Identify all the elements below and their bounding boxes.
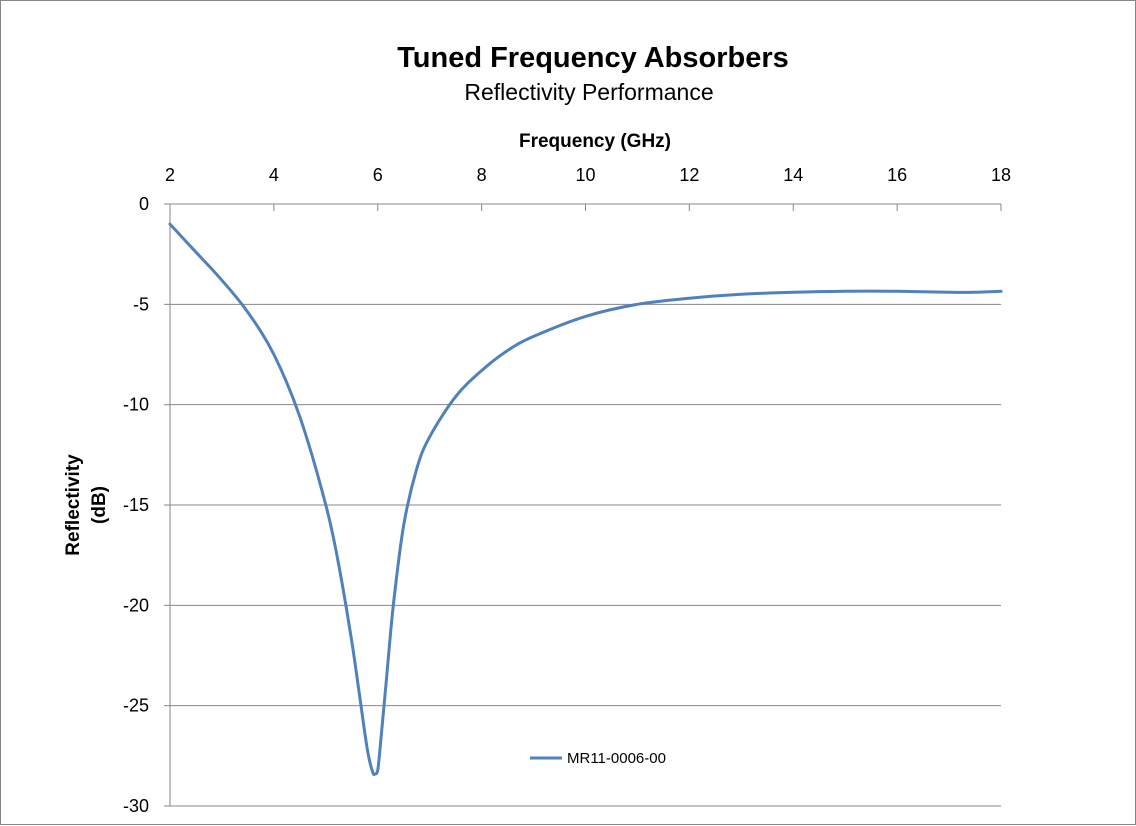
x-axis xyxy=(164,203,1002,807)
gridlines xyxy=(170,303,1001,807)
x-tick-label: 2 xyxy=(165,165,175,185)
y-tick-label: -5 xyxy=(133,294,149,314)
x-tick-label: 14 xyxy=(783,165,803,185)
y-tick-label: -30 xyxy=(123,796,149,816)
y-axis-title-line-2: (dB) xyxy=(89,486,110,524)
y-tick-label: 0 xyxy=(139,194,149,214)
x-tick-label: 10 xyxy=(575,165,595,185)
legend: MR11-0006-00 xyxy=(530,750,666,767)
y-tick-labels: 0 -5 -10 -15 -20 -25 -30 xyxy=(123,194,149,816)
x-tick-label: 18 xyxy=(991,165,1011,185)
chart-subtitle: Reflectivity Performance xyxy=(464,79,713,105)
chart-title: Tuned Frequency Absorbers xyxy=(397,42,789,74)
y-tick-label: -25 xyxy=(123,696,149,716)
y-tick-label: -20 xyxy=(123,595,149,615)
x-tick-label: 16 xyxy=(887,165,907,185)
series-line xyxy=(168,222,1003,777)
x-tick-label: 12 xyxy=(679,165,699,185)
y-axis-title-line-1: Reflectivity xyxy=(63,454,84,556)
y-tick-label: -15 xyxy=(123,495,149,515)
x-tick-label: 4 xyxy=(269,165,279,185)
y-tick-label: -10 xyxy=(123,395,149,415)
legend-label: MR11-0006-00 xyxy=(567,750,666,767)
x-tick-label: 6 xyxy=(373,165,383,185)
y-axis-title: Reflectivity (dB) xyxy=(63,454,110,556)
x-axis-title: Frequency (GHz) xyxy=(519,131,671,152)
x-tick-labels: 2 4 6 8 10 12 14 16 18 xyxy=(165,165,1011,185)
x-tick-label: 8 xyxy=(477,165,487,185)
series-layer xyxy=(168,222,1003,777)
